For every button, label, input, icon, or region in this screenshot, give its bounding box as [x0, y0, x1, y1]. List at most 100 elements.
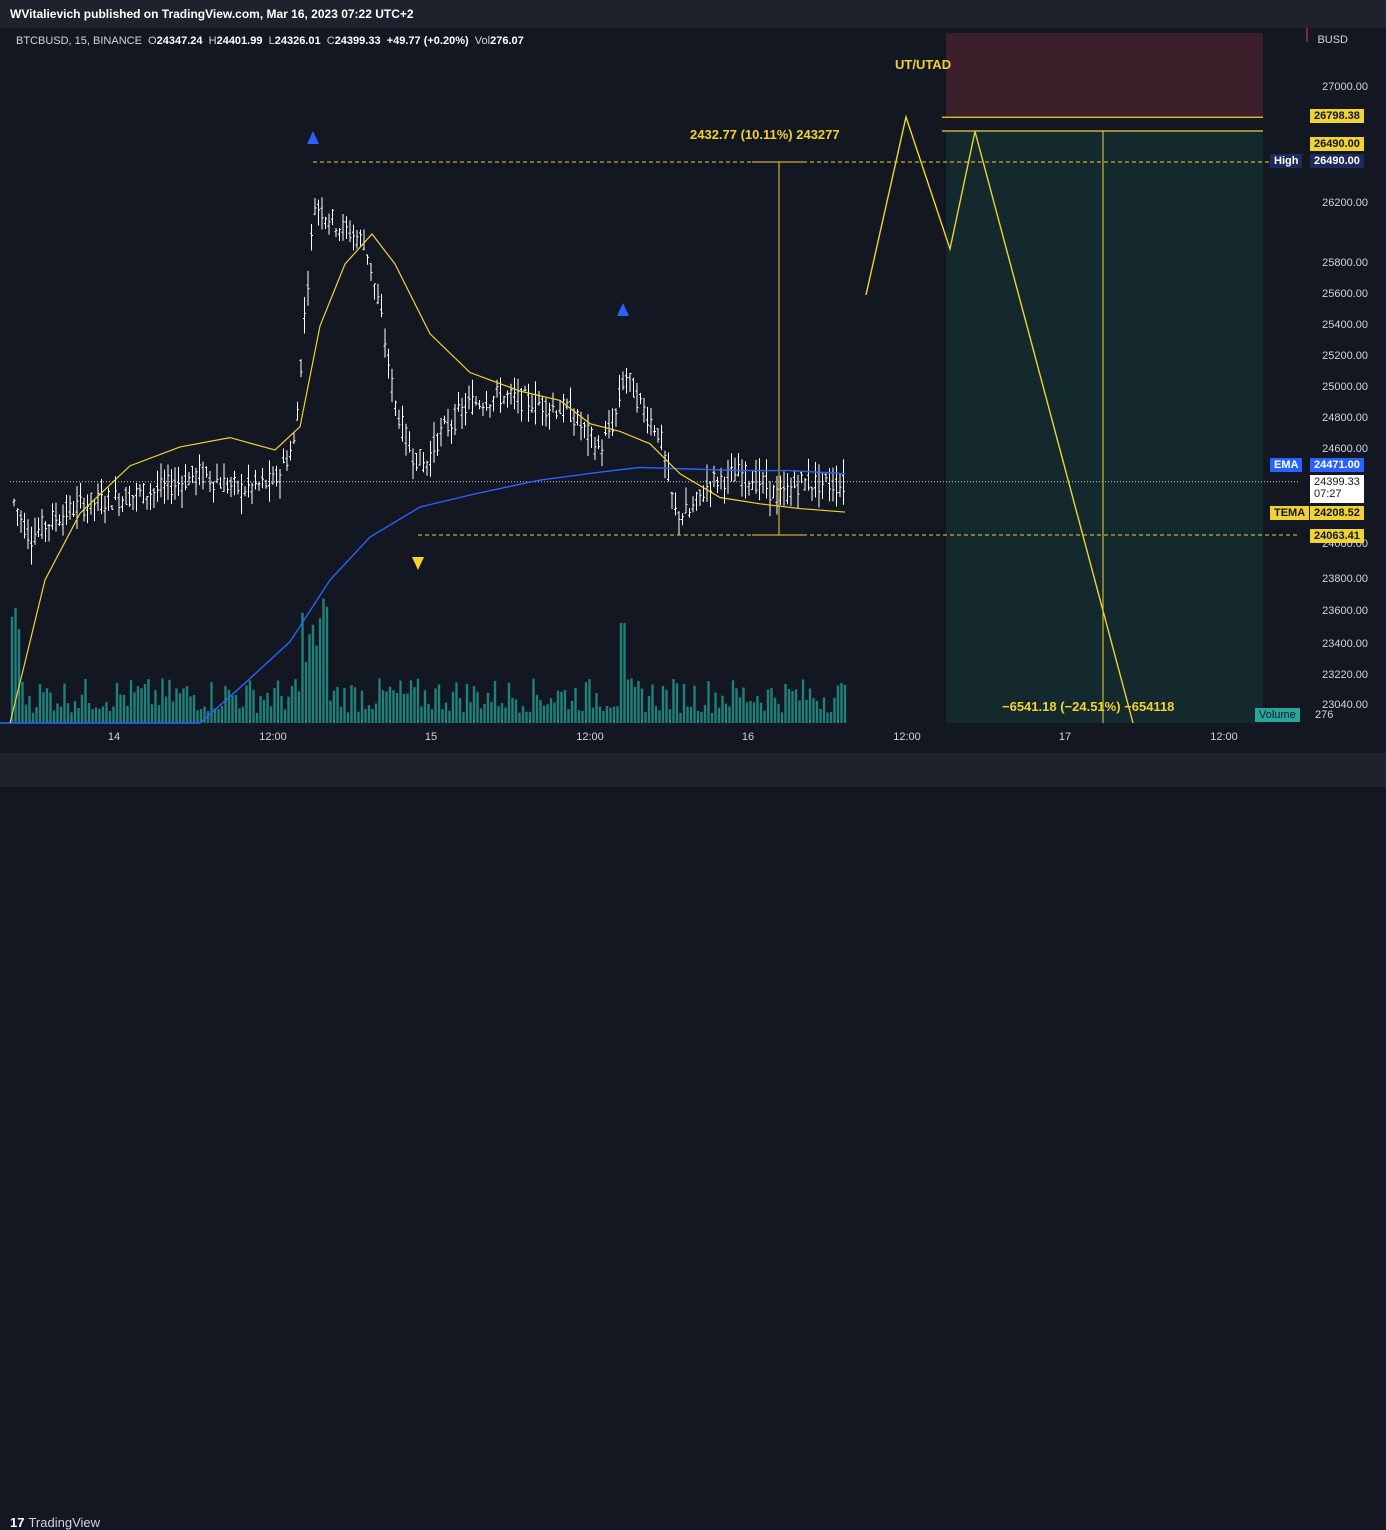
- volume-bar: [10, 616, 14, 723]
- price-tick-label: 23800.00: [1322, 573, 1368, 585]
- volume-bar: [140, 688, 143, 723]
- candle: [173, 467, 177, 500]
- candle: [558, 400, 562, 415]
- candle: [464, 393, 467, 426]
- candle: [233, 470, 236, 496]
- candle: [775, 475, 779, 515]
- volume-bar: [360, 690, 364, 723]
- volume-bar: [77, 707, 80, 723]
- volume-bar: [80, 694, 84, 723]
- candle: [499, 377, 502, 413]
- candle: [681, 513, 684, 526]
- volume-bar: [497, 706, 500, 723]
- candle: [471, 379, 474, 415]
- candle: [327, 213, 331, 235]
- volume-bar: [42, 692, 45, 723]
- volume-bar: [84, 678, 87, 723]
- candle: [807, 458, 810, 491]
- legend-high-label: H: [208, 35, 217, 47]
- candle: [474, 396, 478, 406]
- candle: [569, 387, 572, 423]
- price-tick-label: 25000.00: [1322, 381, 1368, 393]
- volume-bar: [31, 712, 35, 723]
- candle: [44, 521, 47, 543]
- candle: [842, 459, 845, 505]
- volume-bar: [493, 680, 497, 723]
- volume-bar: [385, 691, 388, 723]
- candle: [593, 437, 597, 460]
- candle: [814, 461, 817, 498]
- time-tick-label: 16: [741, 731, 755, 743]
- candle: [30, 526, 33, 565]
- price-tag-label: EMA: [1270, 458, 1303, 472]
- volume-bar: [829, 711, 833, 723]
- candle: [663, 450, 667, 479]
- volume-bar: [150, 704, 154, 723]
- candle: [705, 464, 709, 502]
- header-bar: WVitalievich published on TradingView.co…: [0, 0, 1386, 28]
- candle: [390, 368, 394, 403]
- candle: [303, 297, 306, 334]
- price-chart[interactable]: [0, 0, 1386, 787]
- volume-bar: [549, 698, 553, 723]
- candle: [656, 428, 660, 443]
- markers: [307, 28, 1308, 570]
- utad-label: UT/UTAD: [895, 57, 952, 72]
- profit-zone: [946, 131, 1263, 723]
- volume-bar: [483, 703, 486, 723]
- tradingview-logo[interactable]: 17 TradingView: [10, 1515, 100, 1530]
- candle: [810, 486, 814, 501]
- time-tick-label: 17: [1058, 731, 1072, 743]
- volume-bar: [388, 686, 392, 723]
- candle: [618, 374, 621, 408]
- candle: [278, 469, 282, 499]
- volume-bar: [297, 691, 301, 723]
- ema-line: [0, 466, 846, 724]
- candle: [243, 486, 247, 497]
- price-tick-label: 25600.00: [1322, 288, 1368, 300]
- volume-bar: [252, 689, 255, 723]
- candle: [674, 492, 677, 516]
- candle: [72, 501, 75, 517]
- candle: [75, 486, 79, 529]
- candle: [660, 424, 663, 451]
- volume-bar: [703, 705, 707, 723]
- volume-bar: [101, 706, 105, 723]
- volume-bar: [248, 680, 252, 723]
- volume-bar: [616, 706, 619, 723]
- candle: [149, 483, 152, 510]
- price-tag-value: 276: [1315, 709, 1334, 721]
- volume-bar: [462, 712, 465, 723]
- volume-bar: [742, 687, 745, 723]
- candle: [229, 476, 233, 498]
- volume-bar: [367, 705, 371, 723]
- volume-bar: [602, 710, 605, 723]
- short-measure-label: −6541.18 (−24.51%) −654118: [1002, 699, 1175, 714]
- volume-bar: [346, 712, 350, 723]
- candle: [740, 459, 744, 497]
- time-tick-label: 12:00: [259, 731, 287, 743]
- volume-bar: [287, 696, 290, 723]
- candle: [492, 395, 495, 412]
- candle: [404, 423, 408, 456]
- candle: [261, 468, 264, 489]
- price-tag-value: 26490.00: [1310, 137, 1364, 151]
- volume-bar: [546, 704, 549, 723]
- candle: [628, 372, 632, 392]
- bar-countdown: 07:27: [1314, 488, 1342, 500]
- candle: [394, 400, 397, 417]
- currency-label: BUSD: [1317, 34, 1348, 46]
- candle: [61, 504, 65, 536]
- price-tick-label: 25800.00: [1322, 257, 1368, 269]
- volume-bar: [686, 706, 689, 723]
- legend-low-label: L: [268, 35, 275, 47]
- candle: [383, 328, 387, 358]
- volume-bar: [693, 685, 696, 723]
- volume-bar: [647, 696, 651, 723]
- volume-bar: [224, 686, 227, 723]
- legend-close: 24399.33: [334, 35, 381, 47]
- candle: [513, 377, 516, 410]
- volume-bar: [490, 701, 493, 723]
- candle: [443, 415, 446, 425]
- volume-bar: [87, 703, 91, 723]
